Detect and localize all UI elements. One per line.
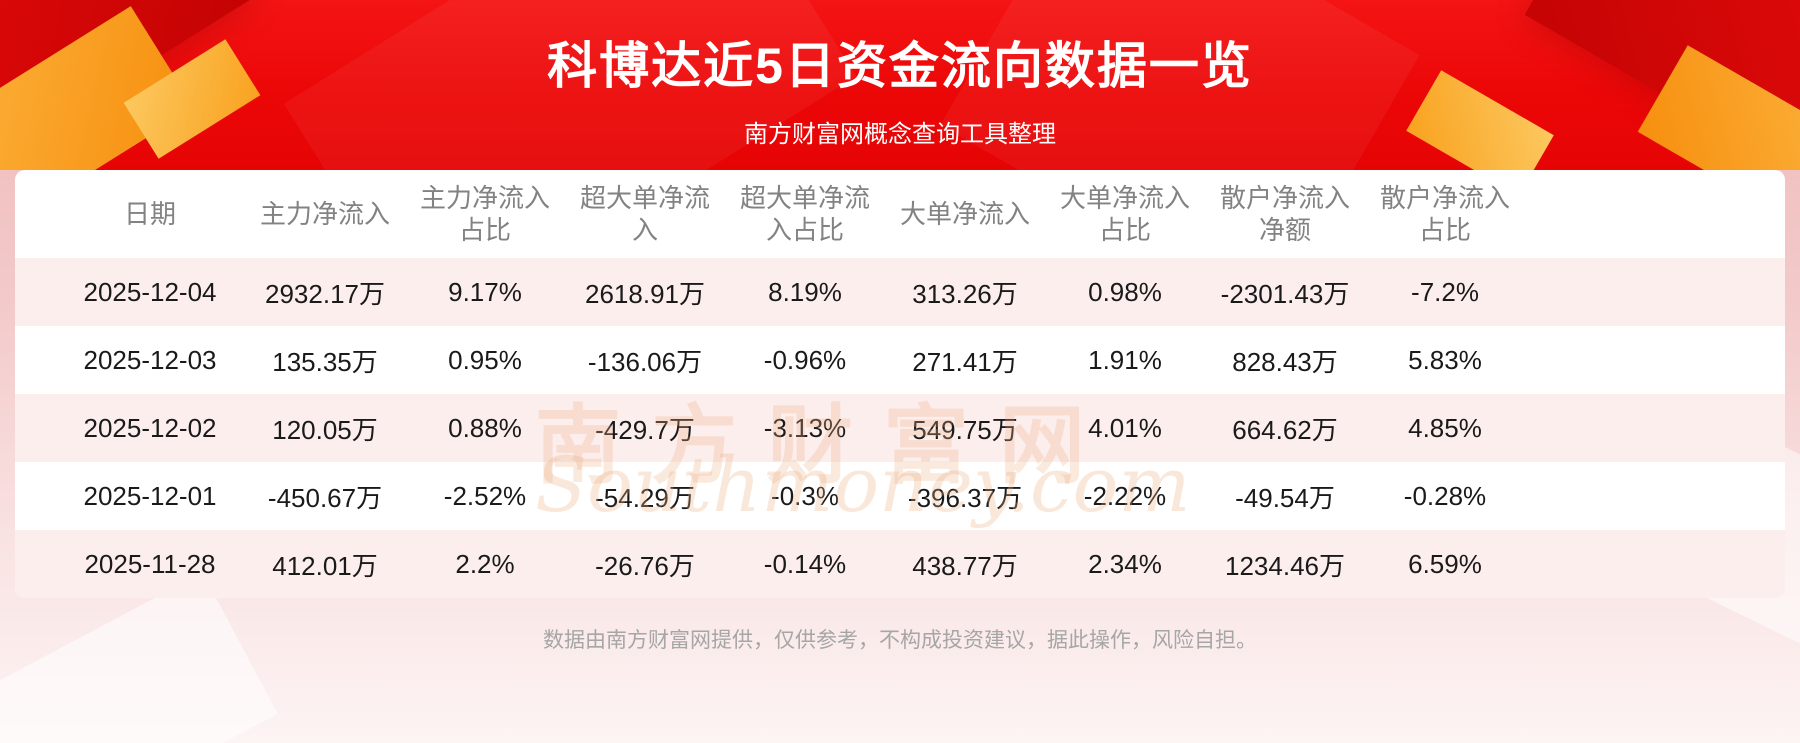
column-header: 散户净流入占比 — [1379, 182, 1510, 246]
value-cell: -2301.43万 — [1220, 278, 1350, 309]
value-cell: 438.77万 — [912, 550, 1018, 581]
column-header: 大单净流入占比 — [1059, 182, 1190, 246]
content-area: 日期 主力净流入 主力净流入占比 超大单净流入 超大单净流入占比 大单净流入 大单净流入占比… — [15, 170, 1785, 598]
value-cell: -49.54万 — [1235, 482, 1335, 513]
value-cell: 0.95% — [448, 344, 522, 375]
value-cell: -26.76万 — [595, 550, 695, 581]
value-cell: 0.98% — [1088, 276, 1162, 307]
table-row: 2025-12-02 120.05万 0.88% -429.7万 -3.13% 549.7… — [15, 394, 1785, 462]
value-cell: 313.26万 — [912, 278, 1018, 309]
fund-flow-table: 日期 主力净流入 主力净流入占比 超大单净流入 超大单净流入占比 大单净流入 大单净流入占比… — [15, 170, 1785, 598]
value-cell: -2.52% — [443, 480, 527, 511]
disclaimer-text: 数据由南方财富网提供，仅供参考，不构成投资建议，据此操作，风险自担。 — [543, 629, 1257, 652]
column-header: 超大单净流入 — [579, 182, 710, 246]
value-cell: -54.29万 — [595, 482, 695, 513]
column-header: 日期 — [123, 198, 176, 229]
value-cell: 2618.91万 — [585, 278, 705, 309]
value-cell: 412.01万 — [272, 550, 378, 581]
date-cell: 2025-12-02 — [83, 412, 217, 443]
header-banner: 科博达近5日资金流向数据一览 南方财富网概念查询工具整理 — [0, 0, 1800, 170]
value-cell: -0.3% — [771, 480, 839, 511]
value-cell: -0.96% — [763, 344, 847, 375]
value-cell: 1.91% — [1088, 344, 1162, 375]
value-cell: 2.2% — [455, 548, 515, 579]
date-cell: 2025-12-03 — [83, 344, 217, 375]
table-row: 2025-12-03 135.35万 0.95% -136.06万 -0.96% 271.… — [15, 326, 1785, 394]
table-row: 2025-11-28 412.01万 2.2% -26.76万 -0.14% 438.77… — [15, 530, 1785, 598]
table-row: 2025-12-01 -450.67万 -2.52% -54.29万 -0.3% -396… — [15, 462, 1785, 530]
column-header: 主力净流入 — [259, 198, 390, 229]
value-cell: -7.2% — [1411, 276, 1479, 307]
page-footer: 数据由南方财富网提供，仅供参考，不构成投资建议，据此操作，风险自担。 — [0, 598, 1800, 654]
table-row: 2025-12-04 2932.17万 9.17% 2618.91万 8.19% 313.… — [15, 258, 1785, 326]
value-cell: 120.05万 — [272, 414, 378, 445]
value-cell: -136.06万 — [587, 346, 703, 377]
column-header: 大单净流入 — [899, 198, 1030, 229]
value-cell: 8.19% — [768, 276, 842, 307]
page-title: 科博达近5日资金流向数据一览 — [547, 38, 1253, 94]
value-cell: 135.35万 — [272, 346, 378, 377]
date-cell: 2025-11-28 — [84, 548, 216, 579]
table-header-row: 日期 主力净流入 主力净流入占比 超大单净流入 超大单净流入占比 大单净流入 大单净流入占比… — [15, 170, 1785, 258]
table-body: 2025-12-04 2932.17万 9.17% 2618.91万 8.19% 313.… — [15, 258, 1785, 598]
value-cell: 9.17% — [448, 276, 522, 307]
date-cell: 2025-12-04 — [83, 276, 217, 307]
value-cell: -450.67万 — [267, 482, 383, 513]
value-cell: -3.13% — [763, 412, 847, 443]
value-cell: 1234.46万 — [1225, 550, 1345, 581]
value-cell: 828.43万 — [1232, 346, 1338, 377]
value-cell: -2.22% — [1083, 480, 1167, 511]
value-cell: 4.01% — [1088, 412, 1162, 443]
column-header: 散户净流入净额 — [1219, 182, 1350, 246]
value-cell: 6.59% — [1408, 548, 1482, 579]
value-cell: 664.62万 — [1232, 414, 1338, 445]
value-cell: -0.28% — [1403, 480, 1487, 511]
column-header: 主力净流入占比 — [419, 182, 550, 246]
value-cell: 5.83% — [1408, 344, 1482, 375]
value-cell: -396.37万 — [907, 482, 1023, 513]
value-cell: 271.41万 — [912, 346, 1018, 377]
value-cell: -0.14% — [763, 548, 847, 579]
page-subtitle: 南方财富网概念查询工具整理 — [744, 121, 1056, 148]
value-cell: 4.85% — [1408, 412, 1482, 443]
value-cell: -429.7万 — [595, 414, 695, 445]
value-cell: 2.34% — [1088, 548, 1162, 579]
value-cell: 0.88% — [448, 412, 522, 443]
value-cell: 2932.17万 — [265, 278, 385, 309]
value-cell: 549.75万 — [912, 414, 1018, 445]
column-header: 超大单净流入占比 — [739, 182, 870, 246]
date-cell: 2025-12-01 — [83, 480, 217, 511]
